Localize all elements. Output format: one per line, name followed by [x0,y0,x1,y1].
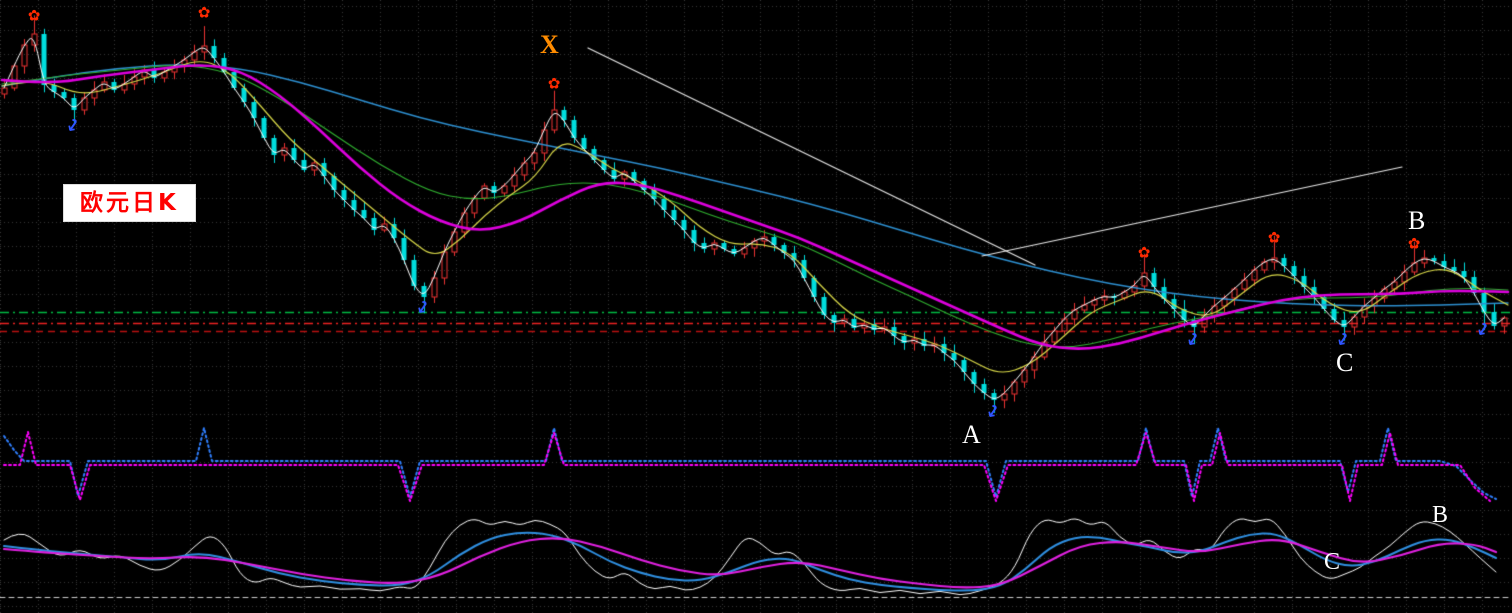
top-signal-flower-icon: ✿ [1137,243,1151,262]
annotation-x-label: X [540,30,559,59]
annotation-b-label-main: B [1408,206,1426,235]
top-signal-flower-icon: ✿ [547,74,561,93]
instrument-label: 欧元日K [63,184,196,222]
top-signal-flower-icon: ✿ [1267,228,1281,247]
top-signal-flower-icon: ✿ [27,6,41,25]
annotation-c-label-osc: C [1324,549,1341,575]
top-signal-flower-icon: ✿ [1407,234,1421,253]
annotation-a-label: A [962,420,981,449]
annotation-c-label-main: C [1336,348,1354,377]
top-signal-flower-icon: ✿ [197,3,211,22]
annotation-b-label-osc: B [1432,502,1449,528]
